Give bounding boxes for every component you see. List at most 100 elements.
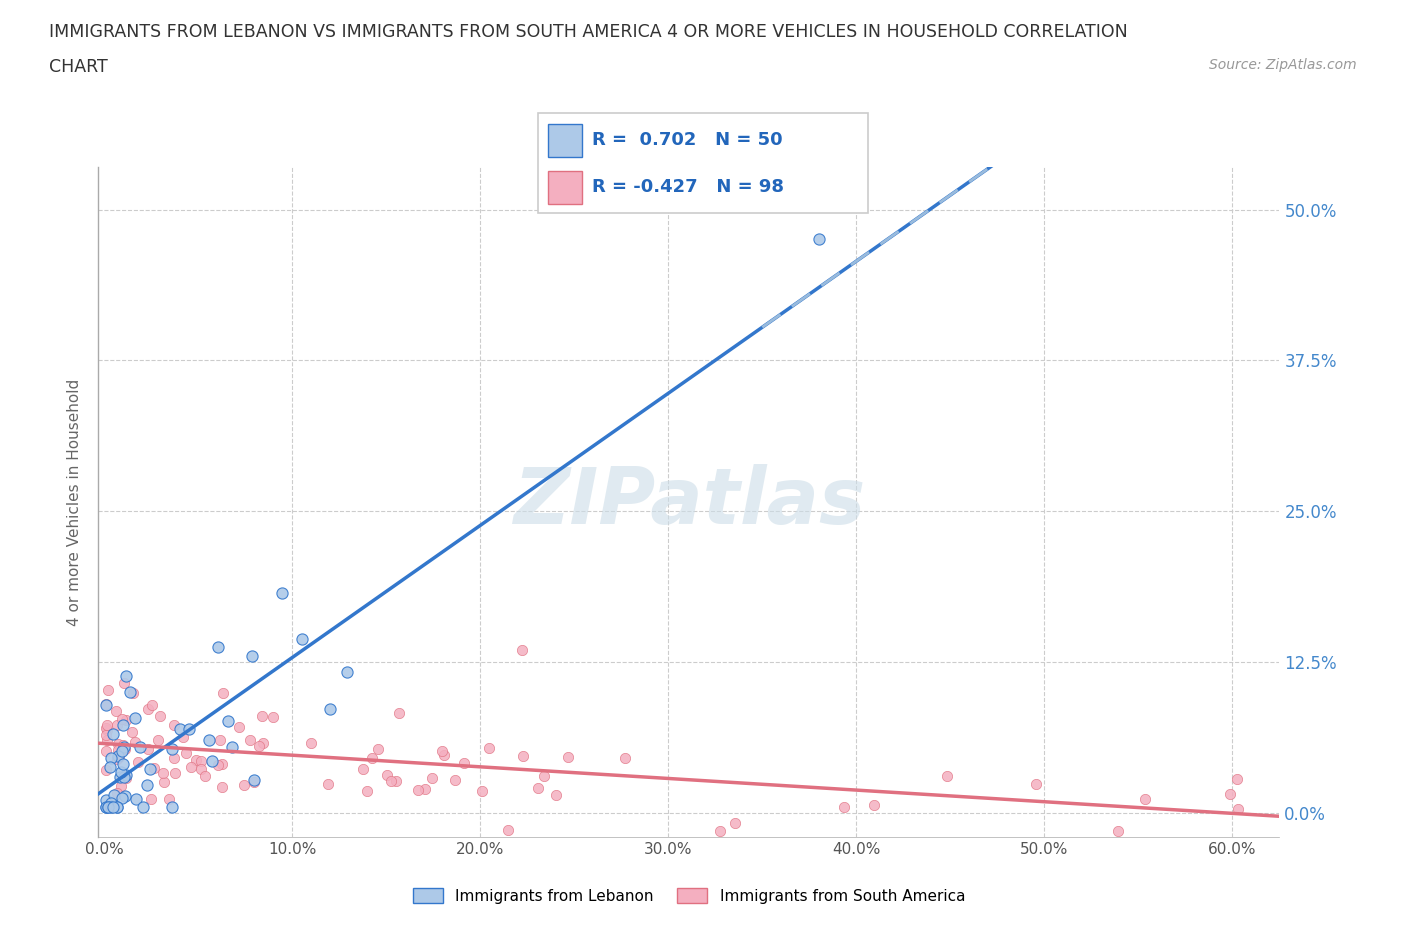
Point <box>110 778 132 793</box>
Text: IMMIGRANTS FROM LEBANON VS IMMIGRANTS FROM SOUTH AMERICA 4 OR MORE VEHICLES IN H: IMMIGRANTS FROM LEBANON VS IMMIGRANTS FR… <box>49 23 1128 41</box>
Point <box>100 796 122 811</box>
Point <box>557 750 579 764</box>
Point <box>132 800 155 815</box>
Point <box>94 793 117 808</box>
Point <box>100 751 122 765</box>
Point <box>198 733 221 748</box>
Point <box>115 768 138 783</box>
Point <box>406 782 429 797</box>
Point <box>471 783 494 798</box>
Point <box>136 742 159 757</box>
Point <box>96 732 118 747</box>
Text: R =  0.702   N = 50: R = 0.702 N = 50 <box>592 131 782 149</box>
Point <box>1025 777 1047 791</box>
Point <box>270 586 292 601</box>
Point <box>110 770 132 785</box>
Point <box>453 756 475 771</box>
Point <box>96 718 118 733</box>
Point <box>433 747 456 762</box>
Point <box>217 713 239 728</box>
Point <box>163 718 186 733</box>
Point <box>136 701 159 716</box>
Point <box>94 800 117 815</box>
Bar <box>548 124 582 156</box>
Legend: Immigrants from Lebanon, Immigrants from South America: Immigrants from Lebanon, Immigrants from… <box>406 882 972 910</box>
Text: Source: ZipAtlas.com: Source: ZipAtlas.com <box>1209 58 1357 72</box>
Point <box>129 739 152 754</box>
Point <box>1107 824 1129 839</box>
Point <box>1219 787 1241 802</box>
Point <box>135 777 157 792</box>
Point <box>115 669 138 684</box>
Point <box>112 769 135 784</box>
Point <box>1227 802 1250 817</box>
Point <box>94 744 117 759</box>
Point <box>107 749 129 764</box>
Point <box>380 773 402 788</box>
Point <box>444 773 467 788</box>
Point <box>143 761 166 776</box>
Point <box>863 798 886 813</box>
Point <box>243 775 266 790</box>
Point <box>512 749 534 764</box>
Point <box>163 765 186 780</box>
Point <box>190 753 212 768</box>
Point <box>97 800 120 815</box>
Point <box>613 751 636 765</box>
Point <box>209 733 232 748</box>
Point <box>353 762 375 777</box>
Point <box>356 784 378 799</box>
Point <box>112 675 135 690</box>
Point <box>430 744 453 759</box>
Point <box>114 789 136 804</box>
Point <box>709 824 731 839</box>
Point <box>105 717 128 732</box>
Point <box>385 773 408 788</box>
Point <box>107 737 129 751</box>
Point <box>211 756 233 771</box>
Point <box>111 711 134 726</box>
Point <box>1135 791 1157 806</box>
Point <box>228 720 250 735</box>
Point <box>211 779 233 794</box>
Point <box>172 729 194 744</box>
Point <box>141 698 163 712</box>
Point <box>111 744 134 759</box>
Point <box>375 767 398 782</box>
Point <box>163 751 186 765</box>
Point <box>935 768 957 783</box>
Point <box>94 721 117 736</box>
Point <box>152 766 174 781</box>
Point <box>160 742 183 757</box>
Point <box>96 800 118 815</box>
Point <box>94 697 117 711</box>
Point <box>97 683 120 698</box>
Point <box>239 733 262 748</box>
Text: ZIPatlas: ZIPatlas <box>513 464 865 540</box>
Point <box>301 736 323 751</box>
Point <box>201 753 224 768</box>
Point <box>94 763 117 777</box>
Point <box>125 792 148 807</box>
Point <box>115 713 138 728</box>
Point <box>105 800 128 815</box>
Point <box>242 649 264 664</box>
Point <box>252 736 274 751</box>
Point <box>103 800 125 815</box>
Point <box>527 780 550 795</box>
Point <box>112 740 135 755</box>
Point <box>335 664 357 679</box>
Point <box>111 737 134 752</box>
Point <box>124 711 146 725</box>
Point <box>367 741 389 756</box>
Point <box>361 751 384 765</box>
Point <box>194 769 217 784</box>
Point <box>108 750 131 764</box>
Y-axis label: 4 or more Vehicles in Household: 4 or more Vehicles in Household <box>67 379 83 626</box>
Point <box>832 800 855 815</box>
Point <box>153 775 176 790</box>
Point <box>207 640 229 655</box>
Point <box>174 746 197 761</box>
Point <box>146 733 169 748</box>
Point <box>169 722 191 737</box>
